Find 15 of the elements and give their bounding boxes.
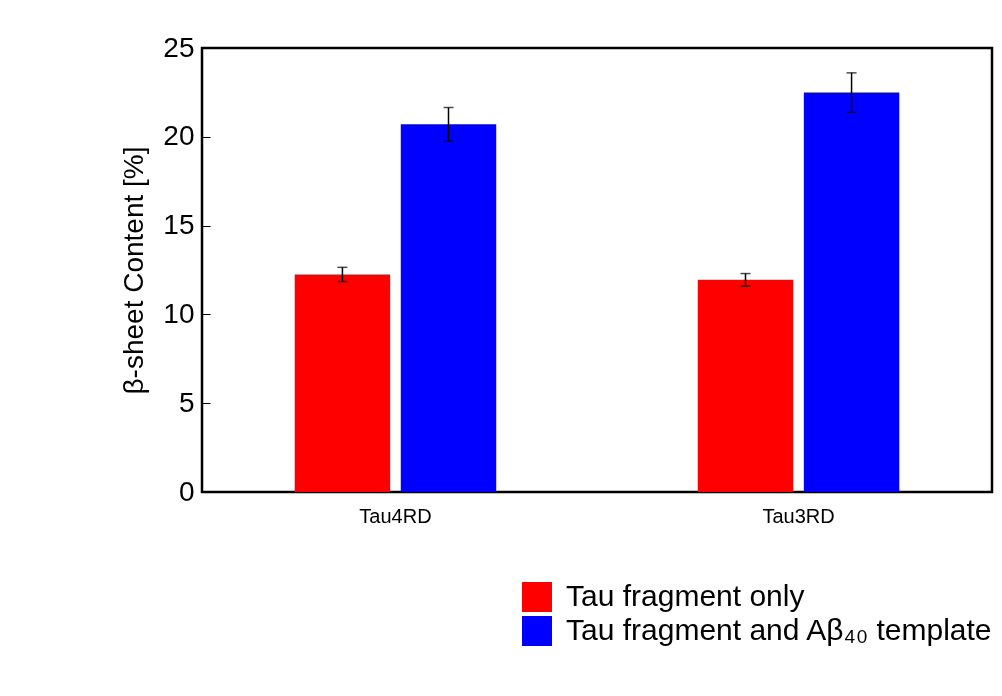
bar <box>803 92 900 492</box>
legend-label: Tau fragment only <box>566 579 805 612</box>
y-tick-label: 5 <box>178 386 195 418</box>
legend-label: Tau fragment and Aβ₄₀ template <box>566 613 992 646</box>
x-tick-label: Tau4RD <box>359 504 432 527</box>
y-tick-label: 0 <box>178 475 195 507</box>
y-tick-label: 15 <box>163 209 195 241</box>
bar <box>400 124 497 492</box>
y-tick-label: 10 <box>163 297 195 329</box>
bar <box>294 274 391 492</box>
y-tick-label: 20 <box>163 120 195 152</box>
y-tick-label: 25 <box>163 31 195 63</box>
y-axis-title: β-sheet Content [%] <box>118 146 150 395</box>
bar <box>697 279 794 492</box>
x-tick-label: Tau3RD <box>762 504 835 527</box>
